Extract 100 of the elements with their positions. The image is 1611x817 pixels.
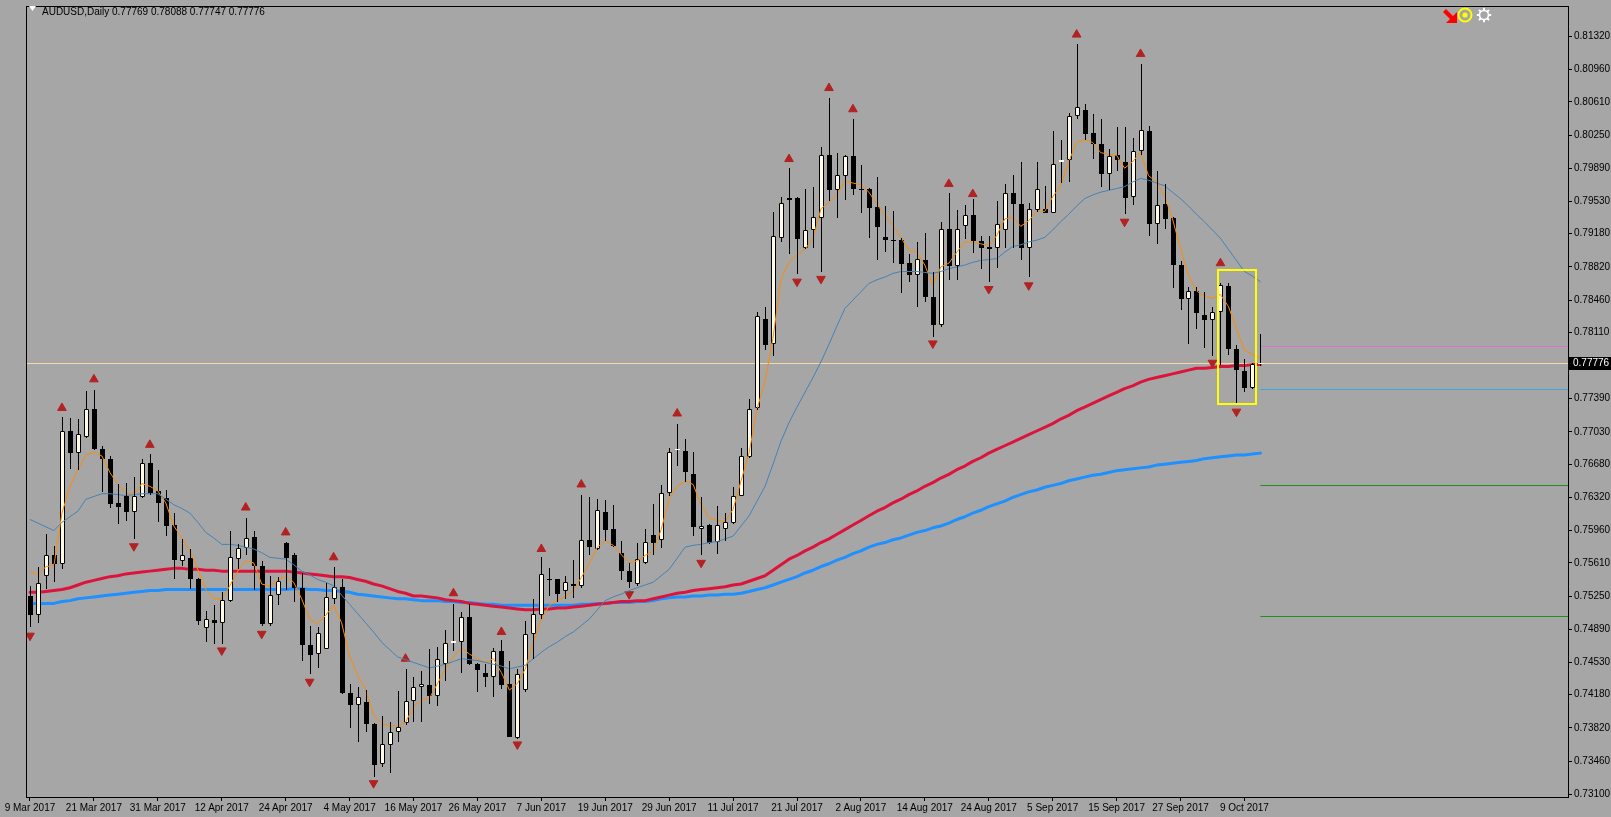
point <box>1071 29 1082 38</box>
point <box>256 630 267 640</box>
point <box>624 591 635 600</box>
y-tick-label: 0.77390 <box>1574 392 1611 404</box>
candlestick <box>859 165 864 213</box>
candlestick <box>835 153 840 218</box>
candlestick <box>1186 287 1191 344</box>
point <box>328 551 339 561</box>
ref-line-label: 0.77776 <box>1573 357 1610 369</box>
candlestick <box>595 499 600 549</box>
y-tick-label: 0.75250 <box>1574 589 1611 601</box>
x-tick-label: 31 Mar 2017 <box>129 801 187 813</box>
point <box>927 340 938 349</box>
point <box>943 178 954 187</box>
candlestick <box>979 236 984 269</box>
candlestick <box>1075 44 1080 119</box>
chart-title: AUDUSD,Daily 0.77769 0.78088 0.77747 0.77776 <box>42 5 266 17</box>
x-tick-label: 29 Jun 2017 <box>641 801 698 813</box>
candlestick <box>156 470 161 522</box>
candlestick <box>843 156 848 200</box>
candlestick <box>547 568 552 596</box>
candlestick <box>60 417 65 569</box>
candlestick <box>699 497 704 555</box>
candlestick <box>1250 364 1255 388</box>
x-tick-label: 21 Mar 2017 <box>65 801 123 813</box>
point <box>696 559 706 569</box>
candlestick <box>803 189 808 248</box>
candlestick <box>1139 64 1144 155</box>
candlestick <box>380 716 385 767</box>
point <box>280 526 291 536</box>
candlestick <box>787 168 792 254</box>
candlestick <box>531 599 536 659</box>
candlestick <box>483 664 488 687</box>
point <box>368 780 379 789</box>
candlestick <box>579 495 584 586</box>
point <box>448 587 459 597</box>
candlestick <box>411 677 416 722</box>
y-tick-label: 0.79890 <box>1574 162 1611 174</box>
point <box>1207 359 1218 369</box>
candlestick <box>571 560 576 598</box>
point <box>216 647 227 656</box>
point <box>824 82 834 92</box>
candlestick <box>140 459 145 497</box>
point <box>816 275 826 285</box>
y-tick-label: 0.79530 <box>1574 195 1611 207</box>
y-tick-label: 0.75610 <box>1574 556 1611 568</box>
point <box>792 278 802 288</box>
candlestick <box>1051 131 1056 213</box>
x-tick-label: 4 May 2017 <box>323 801 377 813</box>
candlestick <box>779 197 784 242</box>
candlestick <box>771 212 776 356</box>
candlestick <box>324 583 329 649</box>
point <box>1119 218 1130 228</box>
y-tick-label: 0.78460 <box>1574 293 1611 305</box>
candlestick <box>651 504 656 555</box>
candlestick <box>563 576 568 599</box>
candlestick <box>539 557 544 619</box>
y-tick-label: 0.77030 <box>1574 425 1611 437</box>
candlestick <box>827 98 832 201</box>
candlestick <box>1163 184 1168 229</box>
y-tick-label: 0.74530 <box>1574 656 1611 668</box>
candlestick <box>475 664 480 692</box>
candlestick <box>1011 175 1016 248</box>
candlestick <box>955 210 960 280</box>
candlestick <box>739 448 744 496</box>
candlestick <box>228 531 233 601</box>
candlestick <box>635 543 640 584</box>
x-tick-label: 14 Aug 2017 <box>896 801 954 813</box>
point <box>57 402 67 411</box>
y-tick-label: 0.78820 <box>1574 260 1611 272</box>
candlestick <box>947 193 952 280</box>
y-tick-label: 0.73460 <box>1574 754 1611 766</box>
candlestick <box>404 669 409 723</box>
point <box>848 103 858 113</box>
candlestick <box>388 722 393 773</box>
candlestick <box>515 669 520 738</box>
candlestick <box>875 177 880 260</box>
candlestick <box>675 424 680 466</box>
candlestick <box>963 205 968 239</box>
candlestick <box>116 484 121 524</box>
x-tick-label: 7 Jun 2017 <box>516 801 567 813</box>
x-tick-label: 19 Jun 2017 <box>577 801 634 813</box>
point <box>576 478 587 488</box>
y-tick-label: 0.80960 <box>1574 63 1611 75</box>
candlestick <box>308 626 313 674</box>
y-tick-label: 0.74180 <box>1574 688 1611 700</box>
candlestick <box>356 687 361 742</box>
x-tick-label: 11 Jul 2017 <box>707 801 759 813</box>
candlestick <box>1035 162 1040 210</box>
candlestick <box>44 534 49 589</box>
point <box>784 153 794 163</box>
candlestick <box>1210 307 1215 356</box>
candlestick <box>1202 292 1207 348</box>
candlestick <box>435 647 440 706</box>
point <box>1231 408 1242 418</box>
candlestick <box>84 391 89 437</box>
x-tick-label: 15 Sep 2017 <box>1088 801 1146 813</box>
point <box>1135 48 1146 57</box>
candlestick <box>276 577 281 605</box>
candlestick <box>659 485 664 548</box>
